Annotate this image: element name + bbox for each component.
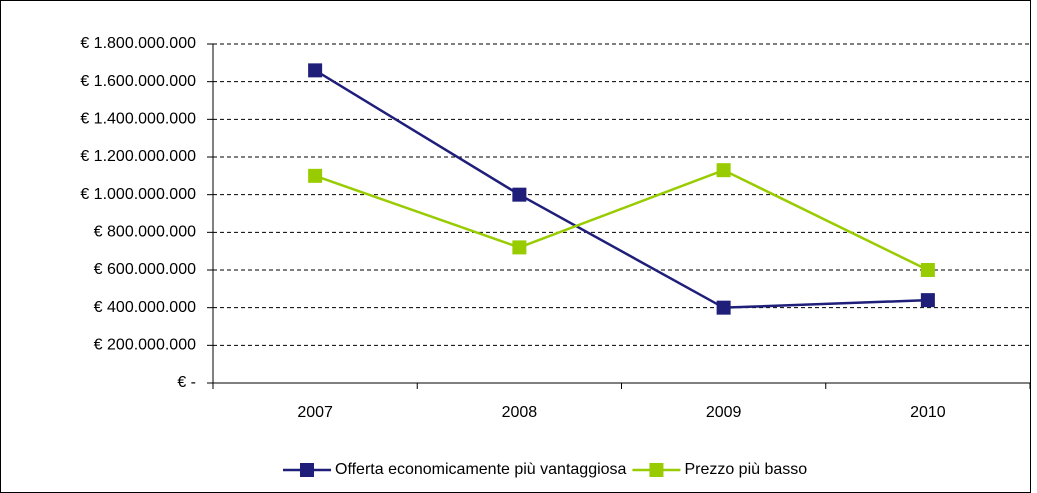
y-tick-label: € 200.000.000 <box>94 337 196 354</box>
x-tick-label: 2009 <box>706 404 742 421</box>
x-tick-label: 2010 <box>910 404 946 421</box>
y-tick-label: € - <box>177 374 196 391</box>
series-line <box>314 168 929 272</box>
y-tick-label: € 800.000.000 <box>94 224 196 241</box>
x-tick-label: 2007 <box>297 404 333 421</box>
y-tick-label: € 1.600.000.000 <box>80 73 196 90</box>
legend-marker <box>649 463 664 477</box>
point-marker <box>920 293 935 308</box>
legend-label: Offerta economicamente più vantaggiosa <box>335 461 627 478</box>
y-tick-label: € 1.800.000.000 <box>80 35 196 52</box>
y-tick-label: € 1.400.000.000 <box>80 111 196 128</box>
point-marker <box>716 300 731 315</box>
point-marker <box>716 163 731 178</box>
series-line <box>314 69 928 309</box>
legend-label: Prezzo più basso <box>684 461 807 478</box>
x-tick-label: 2008 <box>502 404 538 421</box>
point-marker <box>512 187 527 202</box>
y-tick-label: € 1.000.000.000 <box>80 186 196 203</box>
point-marker <box>308 168 323 183</box>
y-tick-label: € 1.200.000.000 <box>80 148 196 165</box>
point-marker <box>920 263 935 277</box>
point-marker <box>512 240 527 255</box>
y-tick-label: € 600.000.000 <box>94 261 196 278</box>
y-tick-label: € 400.000.000 <box>94 299 196 316</box>
point-marker <box>308 63 323 78</box>
legend-marker <box>300 463 314 477</box>
